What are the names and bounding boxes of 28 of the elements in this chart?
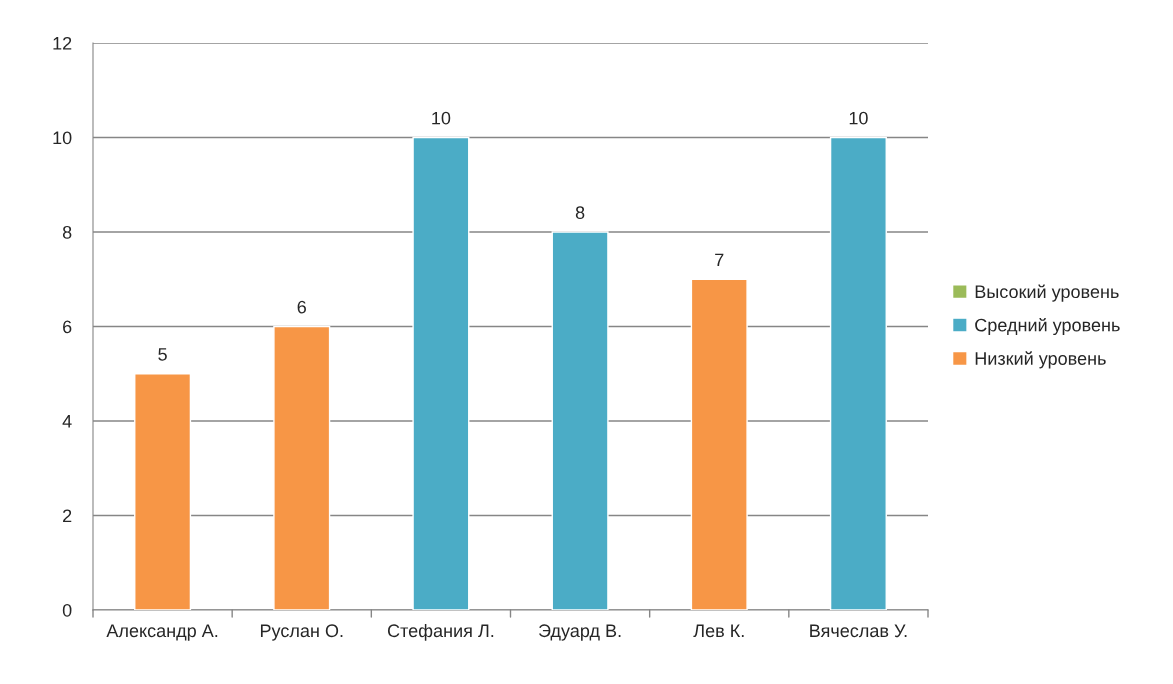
legend-label: Низкий уровень <box>975 351 1106 369</box>
y-tick-label: 2 <box>63 509 72 523</box>
data-label: 10 <box>432 111 451 125</box>
data-label: 7 <box>715 253 724 267</box>
data-label: 6 <box>297 300 306 314</box>
x-tick-label: Вячеслав У. <box>810 624 907 638</box>
y-tick-label: 10 <box>53 131 72 145</box>
bar <box>273 325 331 610</box>
y-tick-label: 12 <box>53 36 72 50</box>
x-tick-label: Александр А. <box>106 624 218 641</box>
bar <box>134 373 192 610</box>
x-tick-label: Лев К. <box>693 624 744 638</box>
bar <box>412 136 470 610</box>
data-label: 8 <box>575 206 585 219</box>
y-tick-label: 8 <box>62 225 72 239</box>
legend-label: Средний уровень <box>975 317 1120 336</box>
bar <box>829 136 887 610</box>
data-label: 10 <box>849 111 868 125</box>
data-label: 5 <box>158 348 167 361</box>
legend-label: Высокий уровень <box>975 284 1119 302</box>
bar <box>551 231 609 610</box>
x-tick-label: Эдуард В. <box>539 624 621 641</box>
x-tick-label: Стефания Л. <box>387 623 494 641</box>
x-tick-label: Руслан О. <box>260 624 343 641</box>
y-tick-label: 4 <box>62 415 72 428</box>
y-tick-label: 6 <box>63 320 72 334</box>
bar <box>690 278 748 610</box>
y-tick-label: 0 <box>62 603 72 617</box>
